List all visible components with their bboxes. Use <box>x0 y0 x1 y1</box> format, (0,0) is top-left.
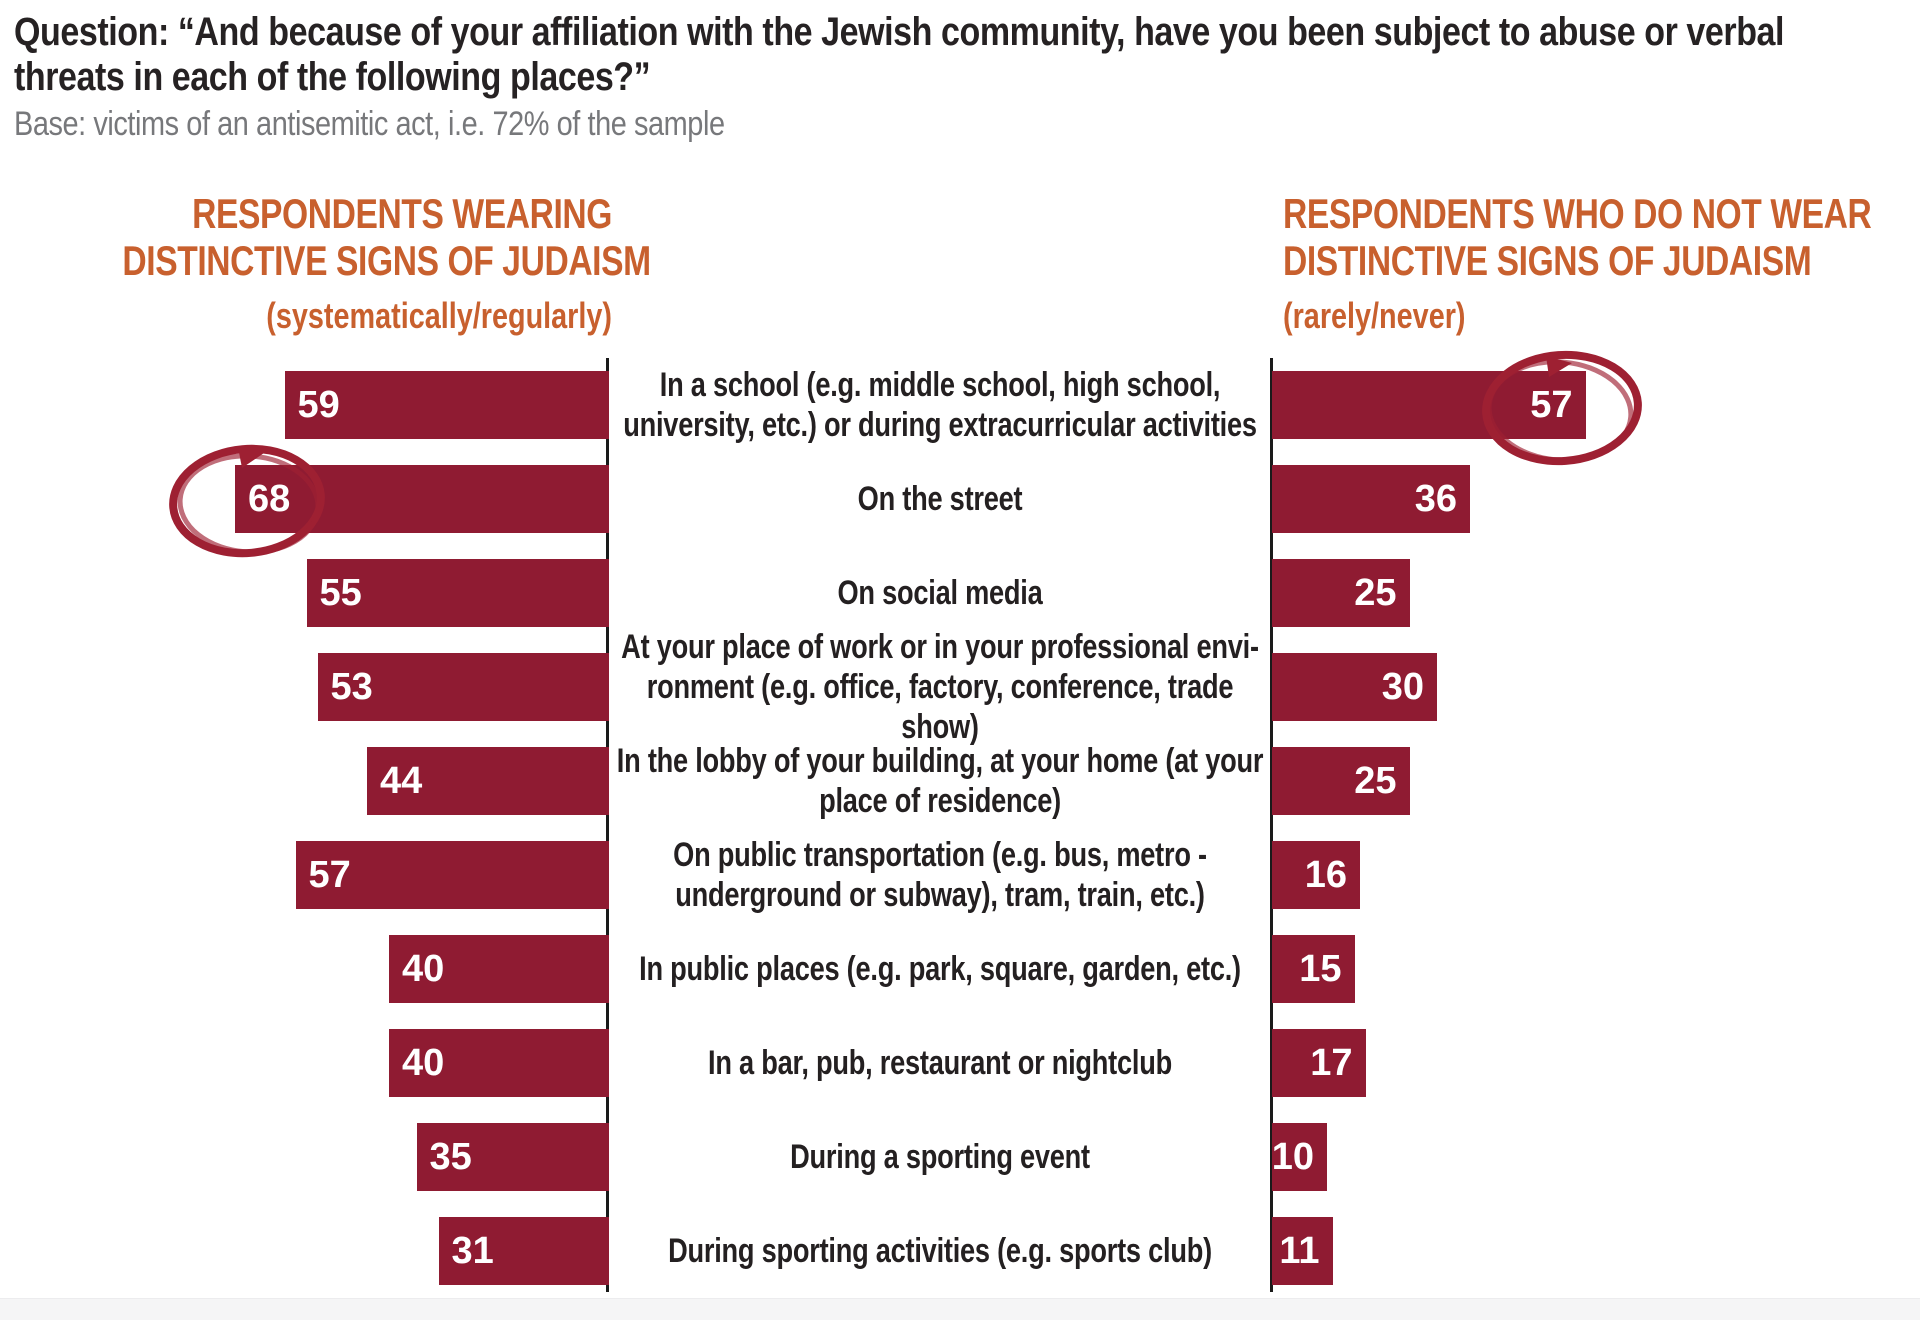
question-title-line1: Question: “And because of your affiliati… <box>14 10 1785 54</box>
chart-row: 35 During a sporting event 10 <box>0 1123 1920 1191</box>
right-bar-value: 25 <box>1354 759 1397 802</box>
chart-row: 40 In a bar, pub, restaurant or nightclu… <box>0 1029 1920 1097</box>
right-group-header-line1: RESPONDENTS WHO DO NOT WEAR <box>1283 190 1872 237</box>
left-bar: 35 <box>416 1123 609 1191</box>
left-bar-value: 68 <box>248 477 291 520</box>
right-bar: 17 <box>1272 1029 1366 1097</box>
chart-row: 53 At your place of work or in your prof… <box>0 628 1920 746</box>
right-bar: 16 <box>1272 841 1360 909</box>
right-bar: 57 <box>1272 371 1586 439</box>
left-bar-value: 31 <box>451 1229 494 1272</box>
right-bar: 30 <box>1272 653 1437 721</box>
left-axis-baseline <box>606 358 609 1292</box>
title-block: Question: “And because of your affiliati… <box>14 10 1784 144</box>
right-bar-value: 10 <box>1271 1135 1314 1178</box>
left-bar: 44 <box>367 747 609 815</box>
right-bar-value: 17 <box>1310 1041 1353 1084</box>
left-bar: 31 <box>438 1217 609 1285</box>
left-bar-value: 40 <box>402 1041 445 1084</box>
chart-row: 59 In a school (e.g. middle school, high… <box>0 366 1920 444</box>
left-bar: 53 <box>317 653 609 721</box>
category-label: At your place of work or in your profess… <box>621 628 1259 746</box>
right-group-header: RESPONDENTS WHO DO NOT WEAR DISTINCTIVE … <box>1283 190 1920 336</box>
chart-row: 31 During sporting activities (e.g. spor… <box>0 1217 1920 1285</box>
category-label: During a sporting event <box>790 1138 1090 1176</box>
category-label: On the street <box>857 480 1023 518</box>
right-group-header-line2: DISTINCTIVE SIGNS OF JUDAISM <box>1283 237 1812 284</box>
left-bar-value: 44 <box>380 759 423 802</box>
chart-row: 40 In public places (e.g. park, square, … <box>0 935 1920 1003</box>
category-label: During sporting activities (e.g. sports … <box>668 1232 1212 1270</box>
right-bar: 11 <box>1272 1217 1333 1285</box>
right-group-qualifier: (rarely/never) <box>1283 295 1466 336</box>
bottom-edge-strip <box>0 1298 1920 1320</box>
right-axis-baseline <box>1270 358 1273 1292</box>
right-bar-value: 25 <box>1354 571 1397 614</box>
category-label: On social media <box>837 574 1043 612</box>
right-bar: 15 <box>1272 935 1355 1003</box>
category-label: In public places (e.g. park, square, gar… <box>639 950 1241 988</box>
left-bar: 40 <box>389 1029 609 1097</box>
right-bar: 10 <box>1272 1123 1327 1191</box>
right-bar: 25 <box>1272 559 1410 627</box>
right-bar-value: 30 <box>1381 665 1424 708</box>
left-bar-value: 57 <box>308 853 351 896</box>
category-label: On public transportation (e.g. bus, metr… <box>673 836 1207 914</box>
left-bar: 40 <box>389 935 609 1003</box>
category-label: In a bar, pub, restaurant or nightclub <box>708 1044 1172 1082</box>
chart-row: 68 On the street 36 <box>0 465 1920 533</box>
left-bar: 59 <box>284 371 609 439</box>
right-bar: 36 <box>1272 465 1470 533</box>
right-bar-value: 15 <box>1299 947 1342 990</box>
left-group-header-line2: DISTINCTIVE SIGNS OF JUDAISM <box>122 237 651 284</box>
left-group-header: RESPONDENTS WEARING DISTINCTIVE SIGNS OF… <box>0 190 651 336</box>
right-bar: 25 <box>1272 747 1410 815</box>
left-bar-value: 55 <box>319 571 362 614</box>
left-group-qualifier: (systematically/regularly) <box>266 295 612 336</box>
right-bar-value: 11 <box>1279 1229 1320 1272</box>
chart-row: 55 On social media 25 <box>0 559 1920 627</box>
right-bar-value: 57 <box>1530 383 1573 426</box>
chart-row: 44 In the lobby of your building, at you… <box>0 742 1920 820</box>
left-bar: 57 <box>295 841 609 909</box>
chart-row: 57 On public transportation (e.g. bus, m… <box>0 836 1920 914</box>
category-label: In a school (e.g. middle school, high sc… <box>623 366 1257 444</box>
left-bar-value: 35 <box>429 1135 472 1178</box>
left-bar: 55 <box>306 559 609 627</box>
question-title-line2: threats in each of the following places?… <box>14 55 651 99</box>
category-label: In the lobby of your building, at your h… <box>616 742 1264 820</box>
left-group-header-line1: RESPONDENTS WEARING <box>192 190 612 237</box>
left-bar-value: 59 <box>297 383 340 426</box>
right-bar-value: 36 <box>1414 477 1457 520</box>
base-note: Base: victims of an antisemitic act, i.e… <box>14 105 725 143</box>
left-bar-value: 53 <box>330 665 373 708</box>
left-bar-value: 40 <box>402 947 445 990</box>
right-bar-value: 16 <box>1304 853 1347 896</box>
left-bar: 68 <box>235 465 609 533</box>
